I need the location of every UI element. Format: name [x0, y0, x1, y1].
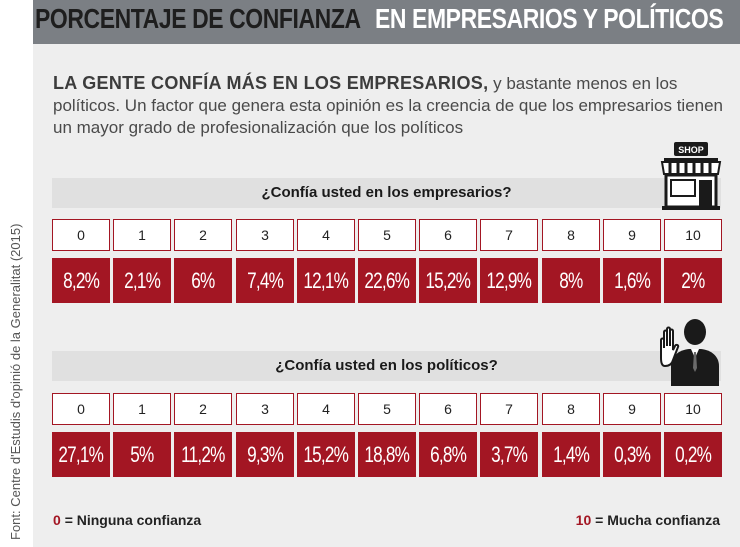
value-label: 6,8%: [429, 442, 467, 467]
title-part-2: EN EMPRESARIOS Y POLÍTICOS: [375, 3, 724, 34]
value-cell: 5%: [113, 432, 171, 477]
value-label: 3,7%: [490, 442, 528, 467]
scale-cell: 10: [664, 219, 722, 251]
value-label: 0,3%: [613, 442, 651, 467]
title-bar: PORCENTAJE DE CONFIANZA EN EMPRESARIOS Y…: [33, 0, 740, 44]
value-cell: 8%: [542, 258, 600, 303]
value-cell: 15,2%: [419, 258, 477, 303]
value-cell: 3,7%: [480, 432, 538, 477]
source-text: Font: Centre d'Estudis d'opinió de la Ge…: [8, 223, 23, 540]
value-cell: 6,8%: [419, 432, 477, 477]
value-cell: 12,9%: [480, 258, 538, 303]
value-cell: 22,6%: [358, 258, 416, 303]
value-cell: 6%: [174, 258, 232, 303]
legend-max: 10 = Mucha confianza: [576, 512, 720, 528]
value-label: 1,6%: [613, 268, 651, 293]
value-cell: 11,2%: [174, 432, 232, 477]
scale-cell: 10: [664, 393, 722, 425]
scale-cell: 2: [174, 393, 232, 425]
value-cell: 18,8%: [358, 432, 416, 477]
scale-cell: 8: [542, 393, 600, 425]
source-note: Font: Centre d'Estudis d'opinió de la Ge…: [5, 200, 25, 540]
scale-row-empresarios: 0 1 2 3 4 5 6 7 8 9 10: [52, 219, 723, 251]
scale-cell: 9: [603, 393, 661, 425]
scale-cell: 1: [113, 393, 171, 425]
legend-max-label: = Mucha confianza: [595, 512, 720, 528]
scale-cell: 4: [297, 219, 355, 251]
scale-cell: 9: [603, 219, 661, 251]
values-row-empresarios: 8,2% 2,1% 6% 7,4% 12,1% 22,6% 15,2% 12,9% 8% 1,6%…: [52, 258, 723, 303]
value-label: 2%: [681, 268, 705, 293]
legend-max-value: 10: [575, 512, 592, 528]
scale-row-politicos: 0 1 2 3 4 5 6 7 8 9 10: [52, 393, 723, 425]
value-cell: 0,2%: [664, 432, 722, 477]
value-cell: 27,1%: [52, 432, 110, 477]
scale-cell: 7: [480, 393, 538, 425]
value-label: 8%: [559, 268, 583, 293]
value-cell: 2%: [664, 258, 722, 303]
scale-cell: 6: [419, 219, 477, 251]
value-label: 22,6%: [364, 268, 411, 293]
value-cell: 0,3%: [603, 432, 661, 477]
businessman-icon: [657, 318, 723, 391]
value-cell: 1,6%: [603, 258, 661, 303]
value-cell: 2,1%: [113, 258, 171, 303]
value-label: 15,2%: [303, 442, 350, 467]
value-cell: 9,3%: [236, 432, 294, 477]
value-label: 0,2%: [674, 442, 712, 467]
value-label: 2,1%: [123, 268, 161, 293]
scale-cell: 5: [358, 219, 416, 251]
scale-cell: 6: [419, 393, 477, 425]
intro-lead: LA GENTE CONFÍA MÁS EN LOS EMPRESARIOS,: [53, 73, 489, 93]
value-cell: 7,4%: [236, 258, 294, 303]
scale-cell: 4: [297, 393, 355, 425]
value-cell: 1,4%: [542, 432, 600, 477]
shop-icon: SHOP: [660, 142, 722, 215]
legend-min-label: = Ninguna confianza: [64, 512, 202, 528]
value-label: 12,9%: [486, 268, 533, 293]
question-politicos: ¿Confía usted en los políticos?: [52, 351, 721, 381]
scale-cell: 2: [174, 219, 232, 251]
intro-text: LA GENTE CONFÍA MÁS EN LOS EMPRESARIOS, …: [53, 72, 723, 139]
shop-sign-text: SHOP: [678, 145, 704, 155]
value-label: 5%: [130, 442, 154, 467]
title-part-1: PORCENTAJE DE CONFIANZA: [35, 3, 361, 34]
value-label: 18,8%: [364, 442, 411, 467]
scale-cell: 0: [52, 393, 110, 425]
question-empresarios: ¿Confía usted en los empresarios?: [52, 178, 721, 208]
value-cell: 12,1%: [297, 258, 355, 303]
value-label: 15,2%: [425, 268, 472, 293]
value-label: 9,3%: [246, 442, 284, 467]
value-label: 6%: [191, 268, 215, 293]
scale-cell: 1: [113, 219, 171, 251]
legend-min-value: 0: [53, 512, 61, 528]
value-label: 8,2%: [62, 268, 100, 293]
value-label: 12,1%: [303, 268, 350, 293]
value-cell: 8,2%: [52, 258, 110, 303]
value-label: 27,1%: [58, 442, 105, 467]
intro-body: y bastante menos en los políticos. Un fa…: [53, 74, 724, 137]
value-label: 11,2%: [181, 442, 225, 467]
scale-cell: 5: [358, 393, 416, 425]
legend-min: 0 = Ninguna confianza: [53, 512, 201, 528]
value-label: 1,4%: [552, 442, 590, 467]
value-label: 7,4%: [246, 268, 284, 293]
scale-cell: 0: [52, 219, 110, 251]
value-cell: 15,2%: [297, 432, 355, 477]
scale-cell: 8: [542, 219, 600, 251]
scale-cell: 3: [236, 219, 294, 251]
values-row-politicos: 27,1% 5% 11,2% 9,3% 15,2% 18,8% 6,8% 3,7% 1,4% 0,…: [52, 432, 723, 477]
scale-cell: 7: [480, 219, 538, 251]
scale-cell: 3: [236, 393, 294, 425]
